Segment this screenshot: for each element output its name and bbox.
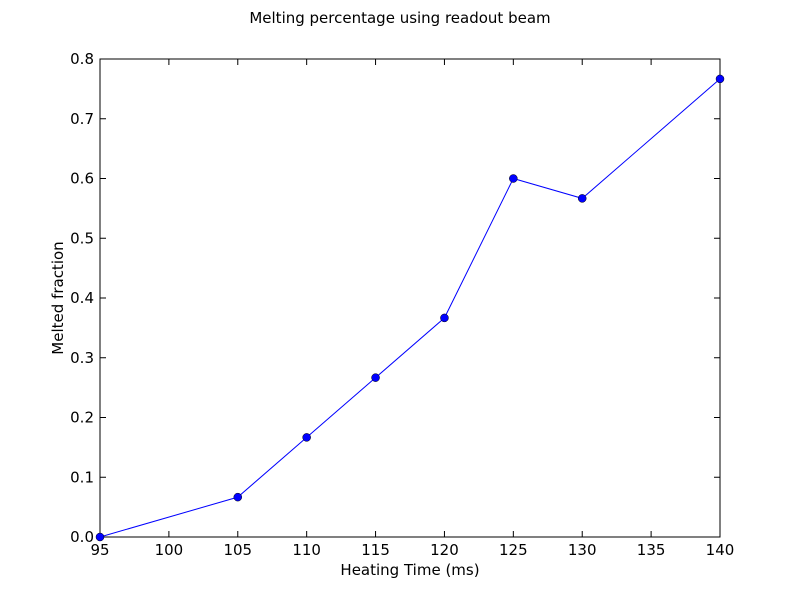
data-point <box>95 532 105 542</box>
y-tick-label: 0.4 <box>70 289 94 307</box>
y-tick-label: 0.2 <box>70 409 94 427</box>
data-point <box>715 74 725 84</box>
y-axis-label: Melted fraction <box>49 241 67 354</box>
x-tick-label: 140 <box>706 541 735 559</box>
data-point <box>440 313 449 323</box>
plot-frame <box>99 58 721 538</box>
x-tick-label: 125 <box>499 541 528 559</box>
y-tick-label: 0.5 <box>70 229 94 247</box>
data-point <box>371 373 380 382</box>
data-point <box>302 433 311 442</box>
series-line <box>99 78 721 538</box>
y-tick-label: 0.7 <box>70 110 94 128</box>
data-point <box>577 194 587 203</box>
y-tick-label: 0.6 <box>70 170 94 188</box>
y-tick-label: 0.0 <box>70 528 94 546</box>
x-tick-label: 135 <box>637 541 666 559</box>
y-axis: 0.0 0.1 0.2 0.3 0.4 0.5 0.6 0.7 0.8 <box>70 50 720 546</box>
x-tick-label: 130 <box>568 541 597 559</box>
x-tick-label: 110 <box>292 541 321 559</box>
x-tick-label: 95 <box>90 541 109 559</box>
x-tick-label: 120 <box>430 541 459 559</box>
plot-area <box>99 58 721 538</box>
chart-title: Melting percentage using readout beam <box>249 9 550 27</box>
data-point <box>509 174 518 183</box>
x-tick-label: 100 <box>155 541 184 559</box>
series-layer <box>95 74 725 542</box>
y-tick-label: 0.8 <box>70 50 94 68</box>
y-tick-label: 0.1 <box>70 468 94 486</box>
x-axis-label: Heating Time (ms) <box>340 561 479 579</box>
x-tick-label: 115 <box>361 541 390 559</box>
x-tick-label: 105 <box>223 541 252 559</box>
y-tick-label: 0.3 <box>70 349 94 367</box>
x-axis: 95 100 105 110 115 120 125 130 135 140 <box>90 59 734 559</box>
data-point <box>233 492 243 502</box>
